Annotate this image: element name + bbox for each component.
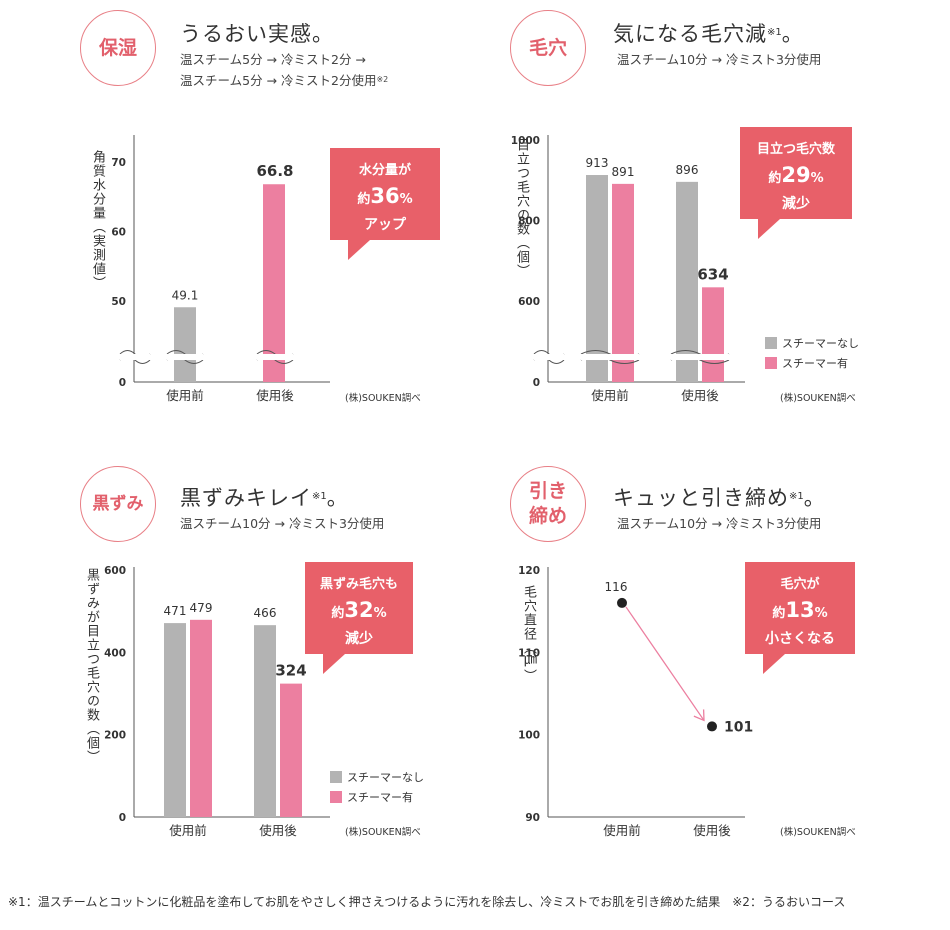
legend: スチーマーなし スチーマー有 [765,333,859,373]
bar [164,623,186,817]
panel-heading: 黒ずみキレイ※1。 [180,486,349,510]
data-label: 101 [724,719,753,735]
panel-tightening: 引き 締め キュッと引き締め※1。 温スチーム10分 → 冷ミスト3分使用 毛穴… [475,430,950,860]
bar [263,184,285,382]
y-tick-label: 600 [518,296,540,308]
y-tick-label: 200 [104,730,126,742]
legend-item-without: スチーマーなし [765,333,859,353]
badge-pores: 毛穴 [510,10,586,86]
source-note: (株)SOUKEN調べ [345,827,421,838]
y-tick-label: 600 [104,565,126,577]
footnote: ※1：温スチームとコットンに化粧品を塗布してお肌をやさしく押さえつけるように汚れ… [8,895,846,909]
x-tick-label: 使用前 [603,823,641,838]
data-point [617,597,627,608]
data-label: 66.8 [256,162,293,180]
callout-pores: 目立つ毛穴数 約29% 減少 [740,127,852,239]
badge-tightening: 引き 締め [510,466,586,542]
source-note: (株)SOUKEN調べ [780,827,856,838]
y-tick-label: 400 [104,647,126,659]
data-label: 471 [164,604,187,618]
data-label: 466 [254,606,277,620]
data-label: 479 [190,601,213,615]
y-tick-label: 60 [111,227,126,239]
panel-blackheads: 黒ずみ 黒ずみキレイ※1。 温スチーム10分 → 冷ミスト3分使用 黒ずみが目立… [0,430,475,860]
y-axis-label: 黒ずみが目立つ毛穴の数（個） [84,568,99,764]
legend-item-with: スチーマー有 [765,353,859,373]
bar [174,307,196,382]
y-tick-label: 0 [533,377,540,389]
y-tick-label: 110 [518,647,540,659]
trend-arrow-line [625,606,705,721]
bar [702,287,724,382]
panel-heading: 気になる毛穴減※1。 [613,22,804,46]
panel-heading: キュッと引き締め※1。 [613,486,826,510]
legend-item-with: スチーマー有 [330,787,424,807]
data-label: 324 [275,662,306,680]
data-label: 913 [586,156,609,170]
x-tick-label: 使用前 [591,388,629,403]
x-tick-label: 使用後 [259,823,297,838]
y-axis-label: 目立つ毛穴の数（個） [514,138,529,278]
bar [676,181,698,382]
x-tick-label: 使用後 [256,388,294,403]
axis-break-gap [581,354,639,360]
callout-tightening: 毛穴が 約13% 小さくなる [745,562,855,674]
source-note: (株)SOUKEN調べ [780,393,856,404]
y-tick-label: 120 [518,565,540,577]
y-axis-label: 毛穴直径（㎛） [521,585,536,683]
panel-moisture: 保湿 うるおい実感。 温スチーム5分 → 冷ミスト2分 → 温スチーム5分 → … [0,0,475,430]
y-tick-label: 1000 [511,135,540,147]
y-tick-label: 100 [518,730,540,742]
axis-break-gap [167,354,203,360]
bar [190,619,212,817]
x-tick-label: 使用後 [693,823,731,838]
chart-tightening: 90 100 110 120 使用前 使用後 116 101 [518,565,753,838]
bar [586,175,608,382]
x-tick-label: 使用前 [169,823,207,838]
callout-moisture: 水分量が 約36% アップ [330,148,440,260]
data-label: 49.1 [172,288,199,302]
y-tick-label: 0 [119,812,126,824]
panel-pores: 毛穴 気になる毛穴減※1。 温スチーム10分 → 冷ミスト3分使用 目立つ毛穴の… [475,0,950,430]
y-tick-label: 90 [525,812,540,824]
data-label: 896 [676,163,699,177]
bar [254,625,276,817]
badge-blackheads: 黒ずみ [80,466,156,542]
source-note: (株)SOUKEN調べ [345,393,421,404]
data-label: 634 [697,265,728,283]
bar [612,183,634,382]
y-tick-label: 50 [111,296,126,308]
axis-break-gap [671,354,729,360]
data-label: 116 [605,580,628,594]
legend: スチーマーなし スチーマー有 [330,767,424,807]
data-label: 891 [612,165,635,179]
bar [280,683,302,817]
axis-break-gap [120,354,150,360]
chart-blackheads: 0 200 400 600 使用前 471 479 使用後 466 324 [104,565,330,838]
chart-moisture: 0 50 60 70 使用前 49.1 使用後 66.8 [111,135,330,403]
badge-moisture: 保湿 [80,10,156,86]
callout-blackheads: 黒ずみ毛穴も 約32% 減少 [305,562,413,674]
trend-arrow-head [693,709,705,722]
y-tick-label: 800 [518,216,540,228]
axis-break-gap [534,354,564,360]
y-tick-label: 0 [119,377,126,389]
legend-item-without: スチーマーなし [330,767,424,787]
panel-subtitle: 温スチーム5分 → 冷ミスト2分 → 温スチーム5分 → 冷ミスト2分使用※2 [180,52,389,88]
data-point [707,721,717,732]
axis-break-gap [257,354,293,360]
x-tick-label: 使用後 [681,388,719,403]
panel-subtitle: 温スチーム10分 → 冷ミスト3分使用 [180,516,385,531]
panel-subtitle: 温スチーム10分 → 冷ミスト3分使用 [617,52,822,67]
y-axis-label: 角質水分量（実測値） [90,150,105,290]
panel-heading: うるおい実感。 [180,22,334,46]
panel-subtitle: 温スチーム10分 → 冷ミスト3分使用 [617,516,822,531]
x-tick-label: 使用前 [166,388,204,403]
y-tick-label: 70 [111,157,126,169]
